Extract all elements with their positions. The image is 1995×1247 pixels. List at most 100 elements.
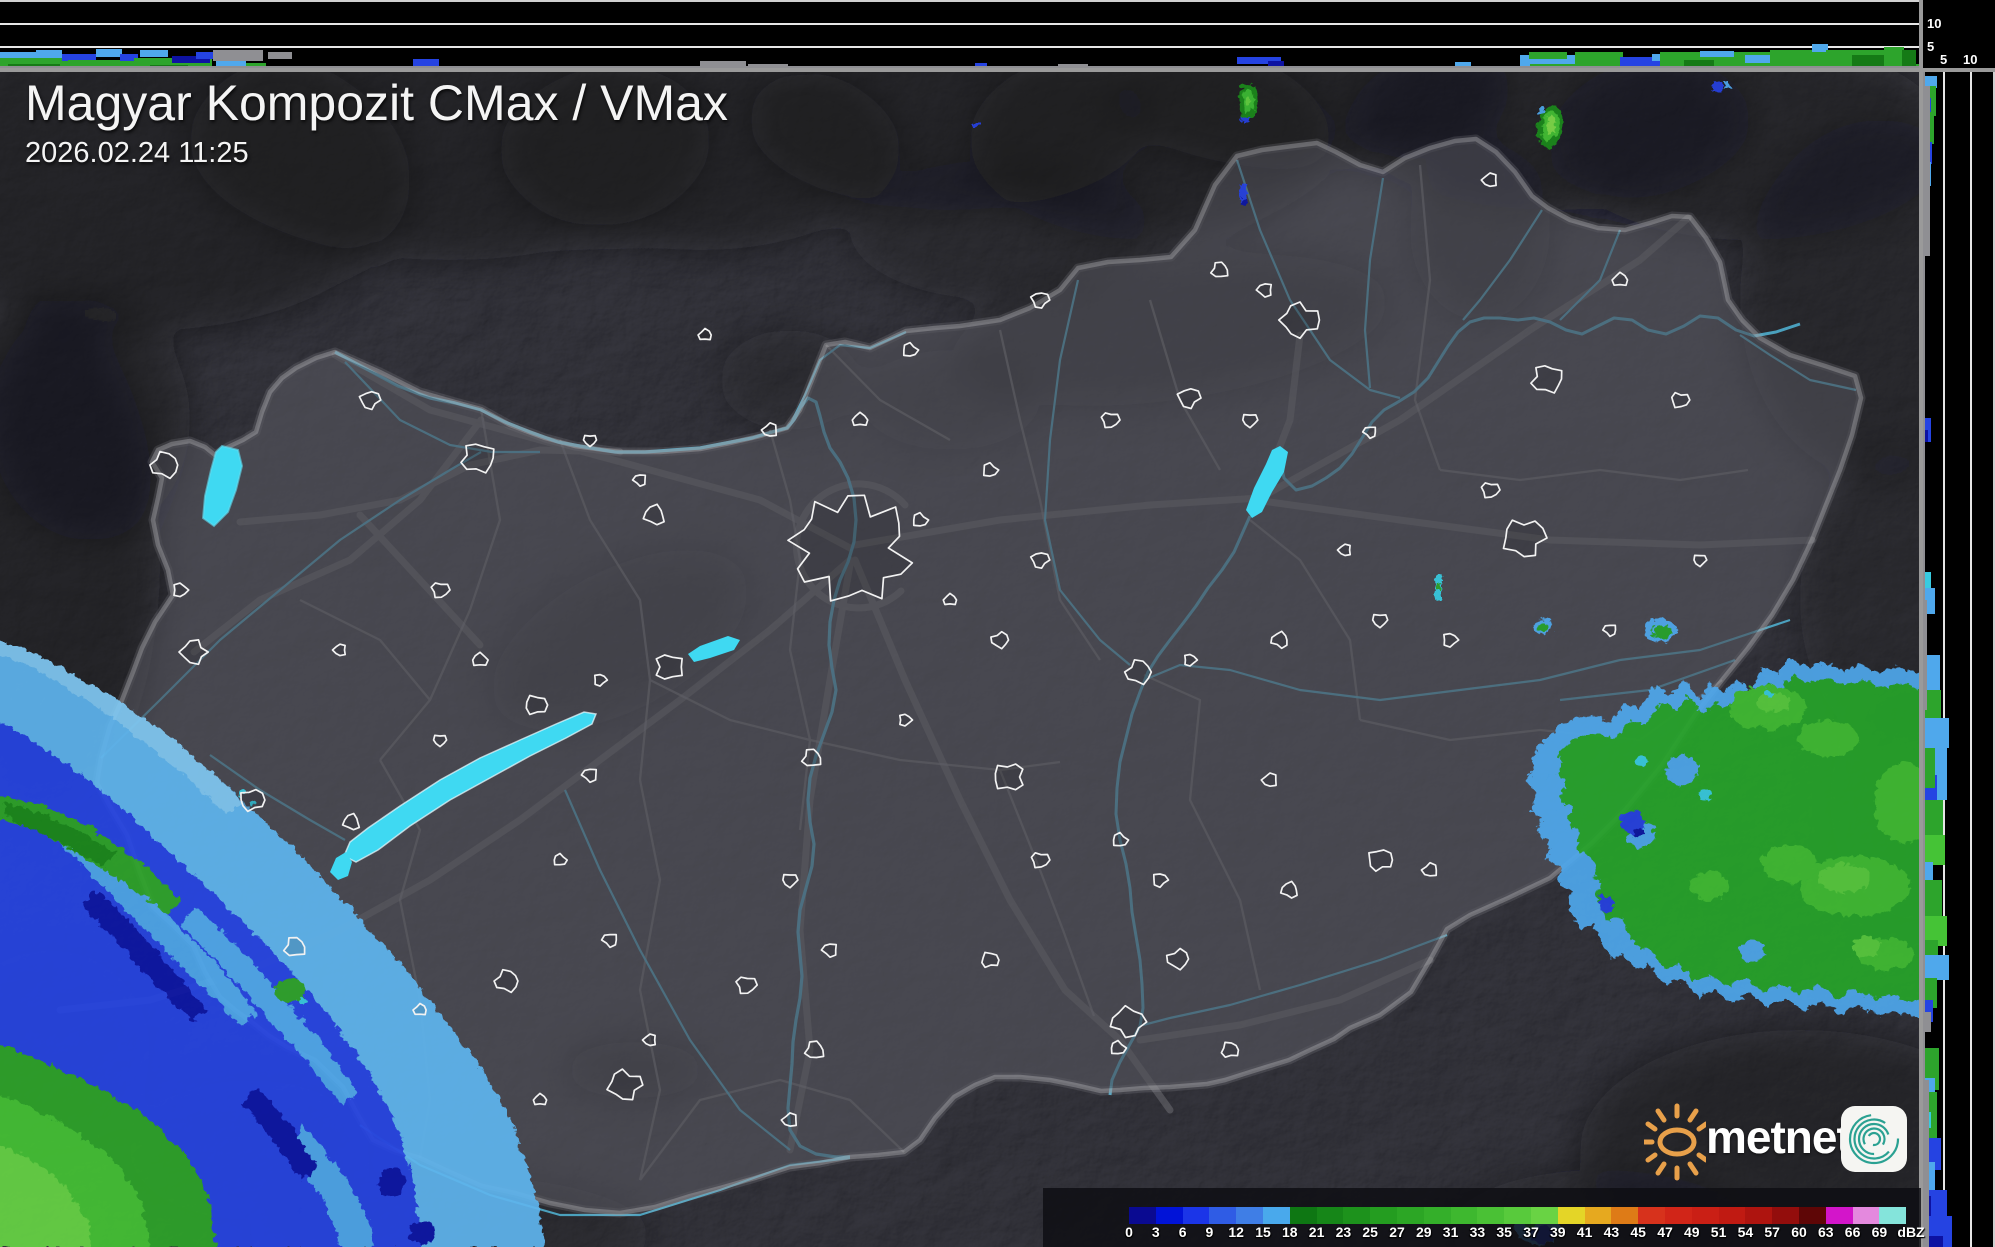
lake-velence [688, 636, 740, 662]
legend-cell [1370, 1207, 1397, 1224]
right-echo-pixel [1923, 748, 1935, 788]
town-outline [1530, 364, 1563, 394]
town-outline [1480, 482, 1501, 499]
town-outline [1277, 301, 1321, 340]
legend-cell [1745, 1207, 1773, 1224]
legend-cell [1289, 1207, 1317, 1224]
legend-tick: 3 [1151, 1224, 1160, 1240]
right-echo-pixel [1923, 655, 1940, 695]
town-outline [532, 1092, 548, 1106]
town-outline [580, 768, 598, 784]
legend-tick: 41 [1576, 1224, 1593, 1240]
top-echo-pixel [140, 50, 168, 57]
town-outline [493, 968, 519, 994]
town-outline [178, 639, 210, 666]
town-outline [606, 1068, 644, 1101]
legend-tick: 6 [1178, 1224, 1187, 1240]
legend-tick: 33 [1469, 1224, 1486, 1240]
town-outline [173, 582, 190, 598]
right-echo-pixel [1923, 835, 1945, 865]
top-echo-pixel [1529, 52, 1567, 59]
legend-tick: 39 [1550, 1224, 1566, 1240]
frame-line-top [0, 0, 1919, 2]
legend-tick: 31 [1442, 1224, 1459, 1240]
town-outline [1209, 261, 1229, 278]
legend-tick: 15 [1255, 1224, 1271, 1240]
top-echo-pixel [68, 60, 134, 69]
top-echo-pixel [172, 56, 210, 63]
legend-cell [1718, 1207, 1746, 1224]
town-outline [1443, 632, 1460, 648]
legend-tick: 29 [1416, 1224, 1432, 1240]
town-outline [1260, 772, 1277, 788]
top-echo-pixel [216, 61, 246, 68]
legend-cell [1691, 1207, 1719, 1224]
town-outline [1368, 849, 1394, 873]
town-outline [149, 450, 179, 480]
town-outline [990, 630, 1010, 650]
right-echo-pixel [1923, 718, 1949, 748]
town-outline [982, 461, 1000, 477]
town-outline [471, 651, 489, 667]
legend-cell [1182, 1207, 1210, 1224]
town-outline [1110, 1039, 1128, 1055]
town-outline [655, 654, 683, 680]
town-outline [942, 592, 958, 606]
town-outline [1029, 292, 1051, 309]
top-echo-pixel [196, 52, 216, 59]
top-echo-pixel [1620, 57, 1678, 66]
dbz-colorbar [1129, 1207, 1907, 1224]
town-outline [1255, 283, 1273, 298]
right-terrain-bump-1 [1921, 86, 1930, 256]
legend-tick: 25 [1362, 1224, 1378, 1240]
right-echo-pixel [1923, 1236, 1943, 1247]
town-outline [553, 852, 569, 866]
legend-tick: 43 [1603, 1224, 1620, 1240]
right-terrain-bump-2 [1921, 600, 1927, 710]
town-outline [1601, 624, 1617, 638]
legend-cell [1504, 1207, 1531, 1224]
town-outline [1336, 543, 1352, 557]
town-outline [240, 788, 266, 813]
town-outline [697, 327, 713, 341]
legend-tick: 51 [1710, 1224, 1727, 1240]
towns-layer [149, 172, 1708, 1127]
top-axis-label-5: 5 [1927, 39, 1935, 54]
town-outline [1270, 630, 1288, 650]
town-outline [1611, 271, 1629, 287]
legend-tick: 27 [1389, 1224, 1405, 1240]
town-outline [1100, 412, 1121, 429]
top-echo-pixel [1237, 57, 1281, 64]
top-echo-pixel [62, 54, 96, 61]
legend-cell [1584, 1207, 1612, 1224]
town-outline [1279, 880, 1298, 899]
legend-tick: 12 [1228, 1224, 1244, 1240]
legend-cell [1343, 1207, 1371, 1224]
legend-cell [1557, 1207, 1585, 1224]
town-outline [1693, 554, 1708, 568]
town-outline [525, 694, 549, 716]
town-outline [994, 763, 1024, 791]
legend-tick: 18 [1282, 1224, 1298, 1240]
legend-cell [1262, 1207, 1290, 1224]
legend-tick: 23 [1335, 1224, 1352, 1240]
legend-cell [1396, 1207, 1424, 1224]
town-outline [430, 582, 451, 599]
town-outline [631, 474, 647, 488]
town-outline [735, 976, 759, 995]
right-terrain-bump-3 [1921, 1080, 1929, 1247]
town-outline [1241, 413, 1259, 429]
town-outline [432, 734, 448, 748]
town-outline [331, 643, 347, 657]
town-outline [1220, 1041, 1240, 1059]
legend-tick: 37 [1523, 1224, 1539, 1240]
top-echo-pixel [1575, 52, 1623, 66]
legend-cell [1450, 1207, 1478, 1224]
top-echo-pixel [700, 61, 746, 69]
legend-cell [1209, 1207, 1237, 1224]
echo-cell-north-1 [1236, 81, 1256, 120]
echo-cell-north-2 [1535, 102, 1561, 146]
